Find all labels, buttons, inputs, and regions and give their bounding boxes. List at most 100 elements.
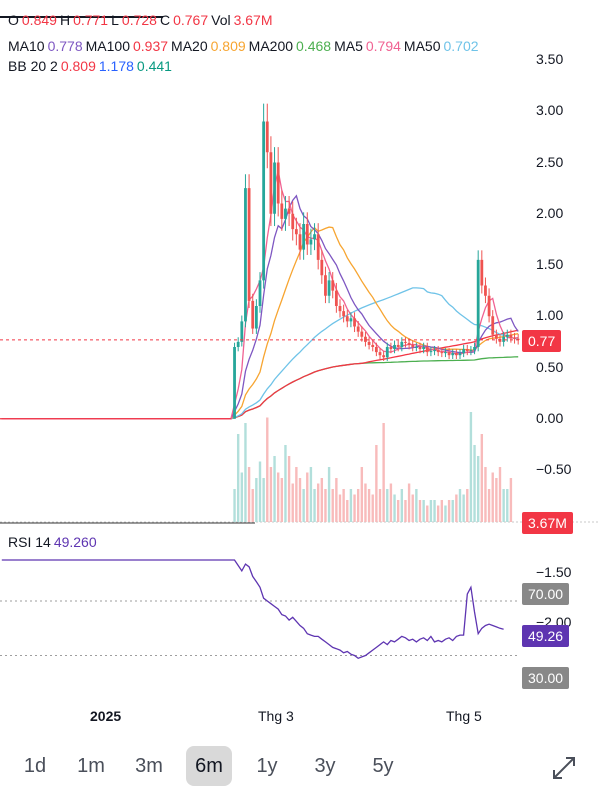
volume-bar bbox=[287, 456, 291, 522]
vol-key: Vol bbox=[211, 12, 231, 28]
candle-body bbox=[273, 162, 276, 214]
candle-body bbox=[433, 350, 436, 352]
candle-body bbox=[254, 306, 258, 329]
candle-body bbox=[407, 342, 411, 345]
volume-bar bbox=[346, 500, 349, 522]
volume-bar bbox=[502, 489, 505, 522]
candle-body bbox=[280, 203, 284, 219]
candle-body bbox=[298, 234, 302, 250]
candle-body bbox=[389, 347, 393, 350]
volume-bar bbox=[473, 445, 476, 522]
candle-body bbox=[251, 300, 255, 329]
candle-body bbox=[462, 349, 466, 354]
candle-body bbox=[356, 326, 360, 332]
ohlc-key: O bbox=[8, 12, 19, 28]
price-tick: 0.00 bbox=[536, 409, 564, 426]
ohlc-legend: O 0.849 H 0.771 L 0.728 C 0.767 Vol 3.67M bbox=[8, 12, 276, 30]
candle-body bbox=[269, 152, 273, 214]
candle-body bbox=[458, 353, 462, 356]
volume-bar bbox=[320, 478, 324, 522]
candle-body bbox=[396, 344, 400, 347]
volume-bar bbox=[418, 500, 422, 522]
volume-bar bbox=[335, 478, 338, 522]
range-button-6m[interactable]: 6m bbox=[186, 746, 232, 786]
candle-body bbox=[429, 351, 433, 353]
volume-bar bbox=[447, 500, 451, 522]
volume-bar bbox=[295, 467, 298, 522]
range-button-1y[interactable]: 1y bbox=[256, 755, 278, 777]
volume-bar bbox=[247, 467, 251, 522]
volume-bar bbox=[404, 500, 407, 522]
candle-body bbox=[414, 347, 418, 348]
price-tick: 0.50 bbox=[536, 358, 564, 375]
candle-body bbox=[487, 295, 491, 317]
ma-value: 0.468 bbox=[296, 38, 332, 54]
candle-body bbox=[494, 334, 498, 339]
candle-body bbox=[444, 352, 447, 354]
volume-bar bbox=[386, 489, 389, 522]
volume-bar bbox=[458, 489, 462, 522]
candle-body bbox=[291, 213, 295, 230]
volume-bar bbox=[284, 445, 287, 522]
price-tick: 3.50 bbox=[536, 51, 564, 67]
range-selector: 1d 1m 3m 6m 1y 3y 5y bbox=[0, 742, 600, 790]
range-button-1d[interactable]: 1d bbox=[23, 755, 47, 777]
volume-bar bbox=[495, 478, 498, 522]
candle-body bbox=[502, 336, 506, 342]
ohlc-value: 0.767 bbox=[173, 12, 209, 28]
ma100-line bbox=[1, 329, 519, 420]
range-button-3y[interactable]: 3y bbox=[314, 755, 336, 777]
volume-bar bbox=[331, 489, 334, 522]
range-button-3m[interactable]: 3m bbox=[135, 755, 163, 777]
candle-body bbox=[447, 352, 451, 356]
volume-bar bbox=[360, 467, 364, 522]
candle-body bbox=[473, 347, 476, 351]
candle-body bbox=[244, 188, 247, 322]
ma-value: 0.809 bbox=[210, 38, 246, 54]
price-tick: 2.00 bbox=[536, 204, 564, 221]
price-tick: 1.50 bbox=[536, 256, 564, 272]
volume-bar bbox=[506, 489, 509, 522]
volume-bar bbox=[415, 489, 418, 522]
candle-body bbox=[516, 338, 520, 340]
range-button-5y[interactable]: 5y bbox=[372, 755, 394, 777]
volume-bar bbox=[466, 489, 469, 522]
candle-body bbox=[324, 275, 327, 296]
volume-bar bbox=[440, 500, 444, 522]
candle-body bbox=[400, 341, 404, 347]
volume-bar bbox=[455, 494, 458, 522]
volume-bar bbox=[389, 483, 393, 522]
candle-body bbox=[484, 285, 487, 296]
candle-body bbox=[305, 224, 309, 245]
candle-body bbox=[393, 344, 396, 350]
candle-body bbox=[509, 334, 513, 338]
candle-body bbox=[513, 337, 516, 339]
volume-bar bbox=[487, 489, 491, 522]
range-button-1m[interactable]: 1m bbox=[77, 755, 105, 777]
candle-body bbox=[498, 338, 502, 342]
bb-upper: 1.178 bbox=[98, 58, 134, 74]
volume-bar bbox=[298, 478, 302, 522]
candle-body bbox=[367, 341, 371, 345]
price-chart[interactable] bbox=[0, 0, 600, 740]
bb-legend: BB 20 2 0.809 1.178 0.441 bbox=[8, 58, 175, 74]
bb-lower: 0.441 bbox=[136, 58, 172, 74]
ma-value: 0.937 bbox=[132, 38, 169, 54]
volume-bar bbox=[324, 489, 327, 522]
ohlc-value: 0.849 bbox=[21, 12, 57, 28]
volume-bar bbox=[236, 434, 240, 522]
price-tick: 3.00 bbox=[536, 102, 564, 119]
volume-bar bbox=[429, 500, 433, 522]
rsi-value: 49.260 bbox=[53, 534, 97, 550]
candle-body bbox=[258, 280, 262, 306]
candle-body bbox=[320, 259, 324, 276]
expand-icon[interactable] bbox=[550, 754, 578, 782]
volume-tag: 3.67M bbox=[522, 512, 573, 534]
bb-label: BB 20 2 bbox=[8, 58, 58, 74]
candle-body bbox=[327, 280, 331, 296]
candle-body bbox=[309, 239, 313, 245]
ma-label: MA200 bbox=[248, 38, 294, 54]
rsi-label: RSI 14 bbox=[8, 534, 51, 550]
volume-bar bbox=[276, 472, 280, 522]
ma200-line bbox=[1, 356, 519, 420]
